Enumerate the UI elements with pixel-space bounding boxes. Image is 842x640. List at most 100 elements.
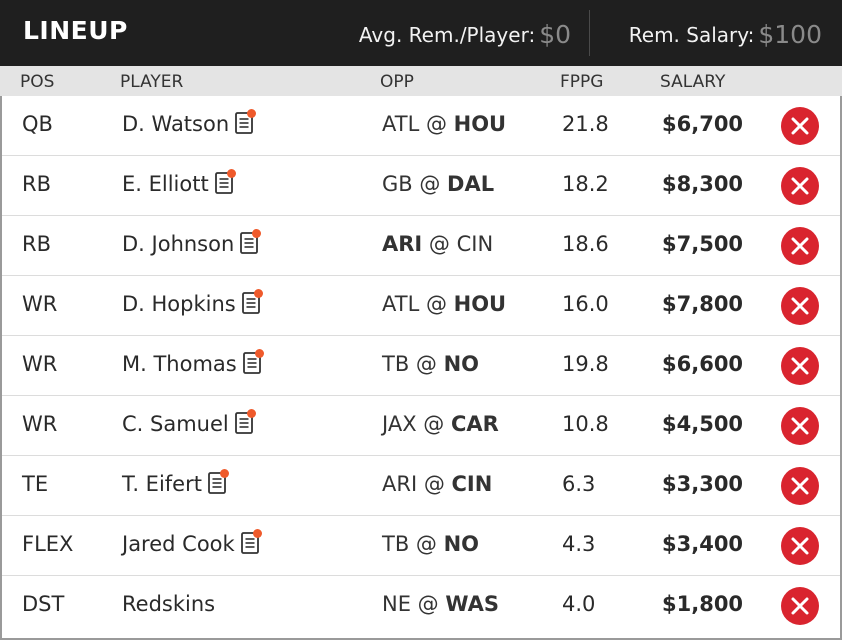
player-cell: M. Thomas — [122, 349, 264, 376]
player-news-icon[interactable] — [241, 289, 263, 314]
player-news-icon[interactable] — [242, 349, 264, 374]
home-team: CIN — [451, 472, 493, 496]
home-team: HOU — [453, 292, 507, 316]
fppg: 18.6 — [562, 232, 609, 256]
opponent: TB @ NO — [382, 532, 479, 556]
news-alert-dot-icon — [252, 529, 262, 538]
column-header-fppg[interactable]: FPPG — [560, 72, 604, 92]
avg-remaining-value: $0 — [539, 20, 571, 49]
home-team: DAL — [447, 172, 495, 196]
at-separator: @ — [409, 352, 444, 376]
lineup-row[interactable]: TE T. Eifert ARI @ CIN 6.3 $3,300 — [2, 456, 840, 516]
away-team: ARI — [382, 472, 418, 496]
position: QB — [22, 112, 53, 136]
fppg: 21.8 — [562, 112, 609, 136]
position: FLEX — [22, 532, 74, 556]
lineup-row[interactable]: WR C. Samuel JAX @ CAR 10.8 $4,500 — [2, 396, 840, 456]
lineup-row[interactable]: DST Redskins NE @ WAS 4.0 $1,800 — [2, 576, 840, 636]
player-cell: C. Samuel — [122, 409, 256, 436]
player-news-icon[interactable] — [240, 229, 262, 254]
player-name[interactable]: D. Watson — [122, 112, 230, 136]
lineup-row[interactable]: RB D. Johnson ARI @ CIN 18.6 $7,500 — [2, 216, 840, 276]
remove-player-button[interactable] — [781, 467, 819, 505]
at-separator: @ — [419, 292, 454, 316]
player-name[interactable]: E. Elliott — [122, 172, 209, 196]
lineup-row[interactable]: WR D. Hopkins ATL @ HOU 16.0 $7,800 — [2, 276, 840, 336]
home-team: NO — [443, 352, 480, 376]
player-news-icon[interactable] — [234, 409, 256, 434]
fppg: 18.2 — [562, 172, 609, 196]
home-team: HOU — [453, 112, 507, 136]
player-news-icon[interactable] — [235, 109, 257, 134]
remove-player-button[interactable] — [781, 287, 819, 325]
player-cell: T. Eifert — [122, 469, 229, 496]
remove-player-button[interactable] — [781, 347, 819, 385]
salary: $8,300 — [662, 172, 744, 196]
fppg: 6.3 — [562, 472, 596, 496]
player-news-icon[interactable] — [214, 169, 236, 194]
player-cell: D. Johnson — [122, 229, 262, 256]
player-cell: E. Elliott — [122, 169, 236, 196]
lineup-row[interactable]: QB D. Watson ATL @ HOU 21.8 $6,700 — [2, 96, 840, 156]
avg-remaining-per-player: Avg. Rem./Player: $0 — [359, 19, 571, 49]
column-header-salary[interactable]: SALARY — [660, 72, 726, 92]
position: WR — [22, 412, 58, 436]
salary: $6,600 — [662, 352, 744, 376]
opponent: TB @ NO — [382, 352, 479, 376]
salary: $7,500 — [662, 232, 744, 256]
opponent: ARI @ CIN — [382, 472, 492, 496]
position: TE — [22, 472, 49, 496]
opponent: JAX @ CAR — [382, 412, 499, 436]
header-divider — [589, 10, 590, 56]
remove-player-button[interactable] — [781, 587, 819, 625]
column-header-pos[interactable]: POS — [20, 72, 55, 92]
player-name[interactable]: C. Samuel — [122, 412, 229, 436]
player-name[interactable]: D. Johnson — [122, 232, 235, 256]
away-team: JAX — [382, 412, 417, 436]
column-header-opp[interactable]: OPP — [380, 72, 414, 92]
news-alert-dot-icon — [253, 289, 263, 298]
at-separator: @ — [416, 412, 451, 436]
player-news-icon[interactable] — [208, 469, 229, 494]
player-name[interactable]: T. Eifert — [122, 472, 202, 496]
salary: $3,300 — [662, 472, 744, 496]
away-team: TB — [382, 532, 410, 556]
lineup-header: LINEUP Avg. Rem./Player: $0 Rem. Salary: $… — [0, 0, 842, 66]
at-separator: @ — [422, 232, 457, 256]
salary: $4,500 — [662, 412, 744, 436]
news-alert-dot-icon — [246, 409, 256, 418]
salary: $7,800 — [662, 292, 744, 316]
fppg: 19.8 — [562, 352, 609, 376]
remaining-salary-value: $100 — [758, 20, 822, 49]
lineup-table-body: QB D. Watson ATL @ HOU 21.8 $6,700 RB E. Ellio… — [0, 96, 842, 640]
opponent: ARI @ CIN — [382, 232, 493, 256]
player-news-icon[interactable] — [240, 529, 262, 554]
at-separator: @ — [417, 472, 452, 496]
remove-player-button[interactable] — [781, 107, 819, 145]
remove-player-button[interactable] — [781, 167, 819, 205]
news-alert-dot-icon — [247, 109, 257, 118]
player-name[interactable]: Redskins — [122, 592, 216, 616]
lineup-row[interactable]: WR M. Thomas TB @ NO 19.8 $6,600 — [2, 336, 840, 396]
at-separator: @ — [410, 592, 446, 616]
column-header-player[interactable]: PLAYER — [120, 72, 184, 92]
remaining-salary-label: Rem. Salary: — [628, 23, 755, 47]
away-team: ATL — [382, 112, 420, 136]
player-name[interactable]: M. Thomas — [122, 352, 237, 376]
lineup-row[interactable]: FLEX Jared Cook TB @ NO 4.3 $3,400 — [2, 516, 840, 576]
salary: $1,800 — [662, 592, 744, 616]
home-team: WAS — [445, 592, 499, 616]
position: DST — [22, 592, 65, 616]
player-name[interactable]: Jared Cook — [122, 532, 235, 556]
remove-player-button[interactable] — [781, 407, 819, 445]
remove-player-button[interactable] — [781, 227, 819, 265]
lineup-row[interactable]: RB E. Elliott GB @ DAL 18.2 $8,300 — [2, 156, 840, 216]
news-alert-dot-icon — [254, 349, 264, 358]
at-separator: @ — [412, 172, 448, 196]
fppg: 16.0 — [562, 292, 609, 316]
remove-player-button[interactable] — [781, 527, 819, 565]
player-name[interactable]: D. Hopkins — [122, 292, 236, 316]
position: WR — [22, 292, 58, 316]
at-separator: @ — [419, 112, 454, 136]
fppg: 4.0 — [562, 592, 596, 616]
